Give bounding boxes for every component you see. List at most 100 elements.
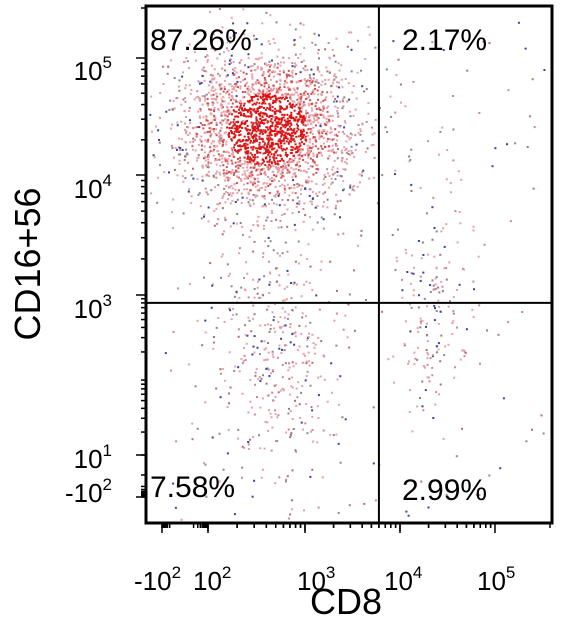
scatter-point (291, 129, 294, 132)
scatter-point (294, 62, 296, 65)
scatter-point (269, 96, 272, 99)
scatter-point (269, 328, 272, 330)
scatter-point (188, 106, 191, 109)
scatter-point (232, 34, 235, 37)
scatter-point (314, 145, 317, 148)
scatter-point (349, 136, 352, 139)
scatter-point (247, 316, 250, 319)
scatter-point (345, 158, 348, 161)
scatter-point (441, 290, 444, 293)
scatter-point (293, 100, 296, 103)
scatter-point (273, 41, 276, 44)
scatter-point (250, 171, 253, 174)
scatter-point (192, 126, 195, 129)
scatter-point (243, 123, 246, 125)
scatter-point (313, 119, 316, 122)
scatter-point (219, 368, 222, 371)
scatter-point (517, 21, 520, 24)
scatter-point (233, 118, 236, 121)
scatter-point (277, 118, 280, 121)
scatter-point (259, 447, 262, 450)
scatter-point (217, 218, 220, 221)
scatter-point (478, 304, 481, 307)
scatter-point (463, 355, 466, 358)
scatter-point (438, 305, 440, 308)
scatter-point (251, 136, 254, 138)
scatter-point (285, 77, 288, 80)
scatter-point (238, 131, 240, 134)
scatter-point (212, 109, 215, 112)
scatter-point (291, 376, 293, 379)
scatter-point (227, 191, 229, 194)
scatter-point (225, 185, 228, 187)
scatter-point (163, 171, 166, 174)
y-tick-label-1e5: 105 (74, 53, 112, 86)
scatter-point (235, 84, 238, 87)
scatter-point (317, 49, 320, 51)
scatter-point (394, 111, 397, 114)
scatter-point (300, 421, 303, 424)
scatter-point (207, 154, 210, 156)
scatter-point (361, 171, 364, 174)
y-tick-label-neg1e2: -102 (65, 475, 112, 508)
scatter-point (344, 314, 347, 317)
scatter-point (228, 132, 231, 134)
scatter-point (220, 276, 223, 279)
scatter-point (189, 122, 192, 125)
scatter-point (239, 85, 242, 88)
scatter-point (231, 91, 233, 94)
scatter-point (188, 110, 191, 112)
scatter-point (390, 115, 393, 118)
scatter-point (299, 93, 302, 95)
scatter-point (223, 88, 226, 90)
scatter-point (531, 428, 533, 431)
scatter-point (296, 112, 299, 115)
scatter-point (293, 93, 296, 96)
scatter-point (281, 376, 284, 379)
scatter-point (215, 92, 218, 95)
scatter-point (176, 174, 179, 177)
scatter-point (288, 103, 291, 106)
scatter-point (215, 172, 217, 175)
scatter-point (232, 222, 235, 225)
scatter-point (324, 83, 327, 86)
scatter-point (200, 81, 203, 84)
scatter-point (231, 88, 234, 91)
scatter-point (253, 158, 256, 161)
scatter-point (292, 168, 295, 171)
scatter-point (242, 166, 245, 169)
scatter-point (410, 272, 413, 275)
scatter-point (262, 146, 265, 149)
scatter-point (305, 375, 308, 377)
scatter-point (248, 132, 251, 135)
scatter-point (223, 192, 226, 195)
scatter-point (171, 146, 174, 149)
scatter-point (408, 360, 410, 363)
scatter-point (439, 130, 442, 133)
scatter-point (302, 23, 305, 26)
scatter-point (196, 126, 199, 129)
scatter-point (282, 96, 284, 99)
scatter-point (197, 154, 200, 157)
scatter-point (463, 268, 465, 271)
scatter-point (441, 126, 444, 129)
scatter-point (442, 437, 445, 440)
scatter-point (230, 318, 233, 321)
scatter-point (253, 313, 256, 316)
scatter-point (249, 166, 252, 169)
scatter-point (293, 187, 296, 190)
scatter-point (327, 78, 330, 81)
scatter-point (417, 240, 420, 242)
scatter-point (239, 148, 242, 151)
scatter-point (271, 368, 274, 371)
scatter-point (302, 117, 305, 120)
scatter-point (184, 87, 187, 90)
scatter-point (318, 106, 321, 109)
scatter-point (409, 158, 412, 161)
scatter-point (187, 126, 190, 129)
scatter-point (271, 109, 274, 112)
scatter-point (182, 212, 185, 215)
scatter-point (248, 94, 251, 97)
scatter-point (337, 511, 340, 514)
scatter-point (294, 147, 297, 150)
